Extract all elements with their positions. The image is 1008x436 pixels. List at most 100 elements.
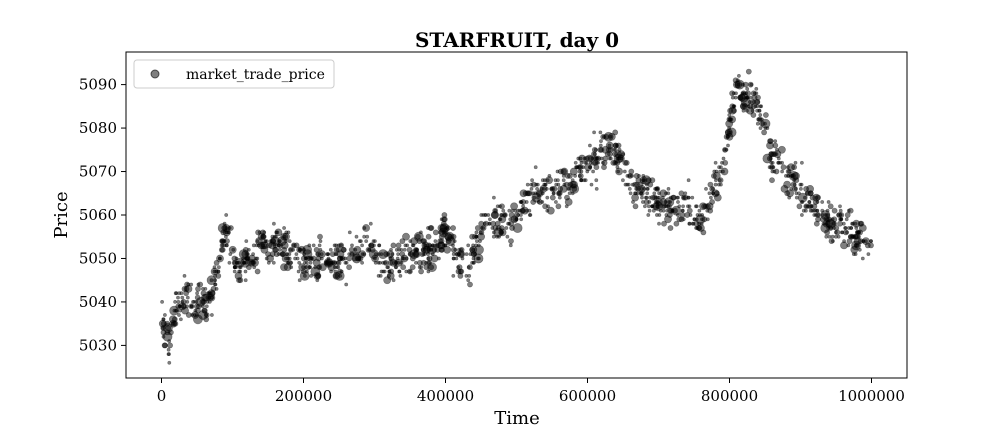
data-point — [508, 217, 513, 222]
data-point — [582, 156, 587, 161]
data-point — [243, 269, 248, 274]
data-point — [334, 252, 339, 257]
data-point — [442, 230, 447, 235]
data-point — [792, 178, 797, 183]
data-point — [773, 139, 778, 144]
data-point — [567, 172, 573, 179]
data-point — [394, 247, 399, 252]
data-point — [731, 91, 736, 96]
data-point — [403, 243, 408, 248]
data-point — [820, 213, 825, 217]
data-point — [596, 160, 601, 165]
data-point — [827, 234, 832, 239]
data-point — [288, 247, 293, 252]
data-point — [813, 213, 818, 217]
data-point — [236, 260, 241, 265]
data-point — [634, 186, 639, 191]
data-point — [464, 273, 469, 278]
data-point — [260, 233, 267, 240]
data-point — [315, 278, 320, 283]
data-point — [220, 243, 225, 248]
data-point — [594, 186, 599, 191]
data-point — [433, 239, 438, 244]
data-point — [430, 254, 439, 263]
data-point — [598, 130, 603, 135]
data-point — [676, 195, 680, 200]
data-point — [646, 204, 651, 209]
data-point — [804, 190, 811, 197]
data-point — [680, 208, 685, 213]
data-point — [336, 243, 341, 248]
data-point — [573, 160, 578, 165]
data-point — [755, 104, 760, 109]
data-point — [824, 234, 829, 239]
data-point — [686, 178, 691, 183]
data-point — [194, 294, 201, 301]
data-point — [246, 247, 251, 252]
data-point — [598, 143, 603, 148]
data-point — [542, 203, 548, 210]
data-point — [316, 264, 323, 271]
data-point — [286, 259, 293, 266]
data-point — [815, 208, 819, 213]
data-point — [784, 173, 788, 178]
data-point — [637, 173, 641, 178]
data-point — [481, 226, 486, 230]
data-point — [712, 169, 717, 174]
data-point — [173, 299, 178, 304]
data-point — [409, 255, 416, 262]
data-point — [727, 107, 733, 114]
y-tick-label: 5070 — [79, 163, 117, 181]
data-point — [760, 118, 771, 129]
data-point — [869, 239, 873, 244]
data-point — [224, 243, 229, 248]
data-point — [542, 182, 547, 187]
data-point — [426, 256, 431, 261]
data-point — [561, 178, 566, 183]
y-axis: 5030 5040 5050 5060 5070 5080 5090 — [79, 76, 126, 354]
data-point — [868, 242, 874, 249]
data-point — [395, 242, 402, 249]
data-point — [737, 74, 741, 78]
data-point — [804, 204, 809, 209]
data-point — [297, 260, 302, 265]
data-point — [569, 167, 578, 176]
data-point — [268, 241, 277, 250]
data-point — [556, 182, 561, 187]
data-point — [314, 272, 321, 279]
data-point — [830, 234, 835, 239]
data-point — [276, 252, 281, 257]
data-point — [368, 221, 373, 226]
data-point — [664, 213, 669, 217]
data-point — [213, 259, 220, 266]
data-point — [358, 239, 363, 244]
data-point — [525, 190, 532, 197]
data-point — [808, 208, 813, 213]
x-tick-label: 200000 — [275, 387, 332, 405]
data-point — [391, 278, 396, 283]
data-point — [768, 151, 775, 157]
data-point — [368, 242, 375, 249]
data-point — [167, 360, 172, 365]
data-point — [663, 200, 668, 204]
data-point — [607, 132, 616, 141]
data-point — [668, 195, 673, 200]
data-point — [647, 200, 652, 204]
data-point — [840, 230, 845, 235]
data-point — [407, 251, 414, 257]
data-point — [628, 168, 635, 175]
data-point — [752, 91, 757, 96]
data-point — [740, 91, 745, 96]
data-point — [838, 208, 843, 213]
data-point — [551, 191, 556, 196]
data-point — [204, 304, 209, 309]
data-point — [700, 213, 705, 217]
data-point — [505, 234, 510, 239]
data-point — [364, 239, 369, 244]
data-point — [820, 200, 825, 204]
data-point — [469, 245, 478, 254]
data-point — [576, 156, 581, 161]
data-point — [255, 239, 260, 244]
data-point — [778, 145, 786, 154]
